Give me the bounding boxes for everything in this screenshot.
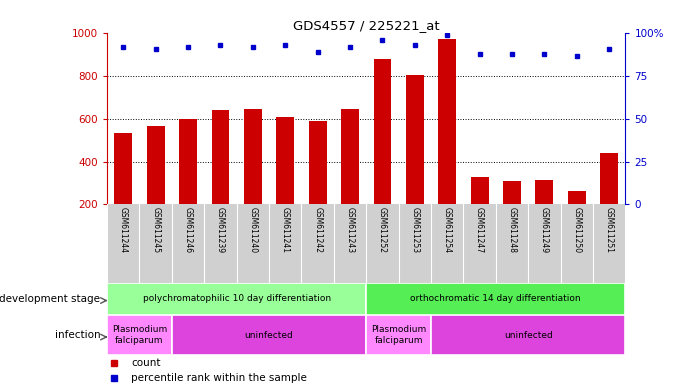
- Text: GSM611245: GSM611245: [151, 207, 160, 253]
- Text: polychromatophilic 10 day differentiation: polychromatophilic 10 day differentiatio…: [142, 295, 331, 303]
- Text: GSM611251: GSM611251: [605, 207, 614, 253]
- Text: GSM611254: GSM611254: [443, 207, 452, 253]
- Bar: [179, 119, 197, 204]
- Bar: [341, 109, 359, 204]
- Bar: [503, 181, 521, 204]
- Bar: [431, 315, 625, 355]
- Title: GDS4557 / 225221_at: GDS4557 / 225221_at: [293, 19, 439, 32]
- Bar: [146, 126, 164, 204]
- Bar: [406, 75, 424, 204]
- Text: Plasmodium
falciparum: Plasmodium falciparum: [112, 325, 167, 345]
- Bar: [115, 133, 132, 204]
- Text: infection: infection: [55, 330, 100, 340]
- Text: GSM611242: GSM611242: [313, 207, 322, 253]
- Text: count: count: [131, 358, 161, 368]
- Bar: [309, 121, 327, 204]
- Text: GSM611246: GSM611246: [184, 207, 193, 253]
- Text: GSM611250: GSM611250: [572, 207, 581, 253]
- Text: GSM611247: GSM611247: [475, 207, 484, 253]
- Bar: [172, 315, 366, 355]
- Text: GSM611241: GSM611241: [281, 207, 290, 253]
- Bar: [471, 177, 489, 204]
- Bar: [107, 315, 172, 355]
- Text: orthochromatic 14 day differentiation: orthochromatic 14 day differentiation: [410, 295, 581, 303]
- Text: uninfected: uninfected: [245, 331, 294, 339]
- Bar: [536, 180, 553, 204]
- Text: GSM611239: GSM611239: [216, 207, 225, 253]
- Text: GSM611252: GSM611252: [378, 207, 387, 253]
- Text: GSM611248: GSM611248: [507, 207, 516, 253]
- Bar: [366, 315, 431, 355]
- Bar: [438, 39, 456, 204]
- Text: percentile rank within the sample: percentile rank within the sample: [131, 372, 307, 383]
- Bar: [244, 109, 262, 204]
- Bar: [366, 283, 625, 315]
- Bar: [374, 60, 391, 204]
- Bar: [276, 118, 294, 204]
- Bar: [600, 154, 618, 204]
- Text: GSM611243: GSM611243: [346, 207, 354, 253]
- Text: GSM611240: GSM611240: [248, 207, 257, 253]
- Text: GSM611253: GSM611253: [410, 207, 419, 253]
- Text: GSM611249: GSM611249: [540, 207, 549, 253]
- Text: uninfected: uninfected: [504, 331, 553, 339]
- Text: GSM611244: GSM611244: [119, 207, 128, 253]
- Bar: [107, 283, 366, 315]
- Bar: [568, 191, 586, 204]
- Text: development stage: development stage: [0, 294, 100, 304]
- Bar: [211, 110, 229, 204]
- Text: Plasmodium
falciparum: Plasmodium falciparum: [371, 325, 426, 345]
